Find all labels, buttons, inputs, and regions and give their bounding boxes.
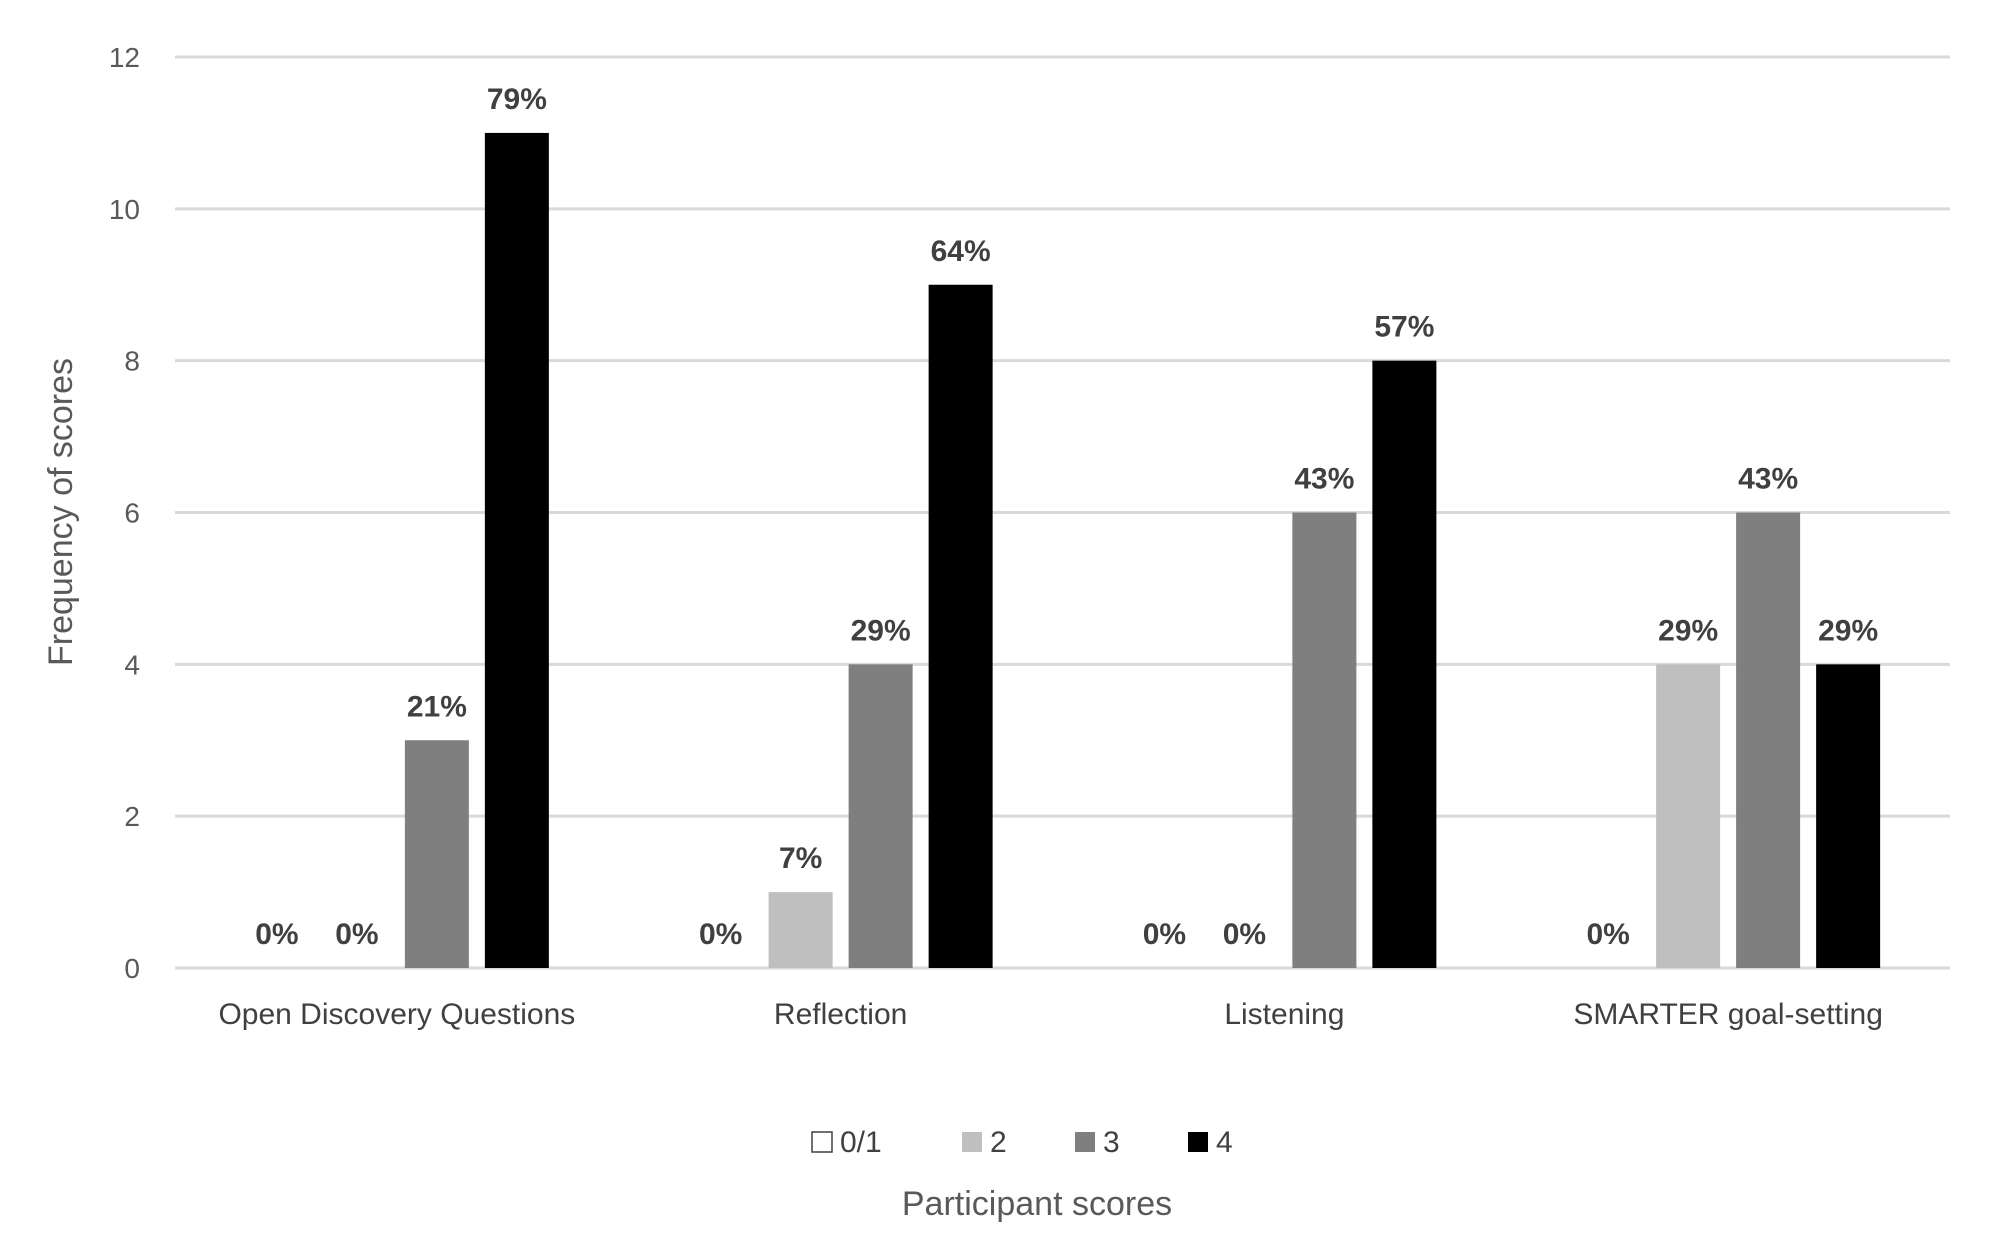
category-label: Open Discovery Questions: [218, 998, 575, 1031]
data-label: 29%: [851, 614, 911, 647]
y-tick-label: 2: [124, 801, 140, 832]
legend-label: 3: [1103, 1126, 1120, 1159]
y-tick-label: 12: [109, 42, 140, 73]
data-label: 0%: [1223, 918, 1266, 951]
data-label: 79%: [487, 83, 547, 116]
data-label: 0%: [699, 918, 742, 951]
data-labels: 0% 0% 21% 79% 0% 7% 29% 64% 0% 0% 43% 57% 0% 29% 43% 29…: [255, 83, 1878, 951]
legend-swatch: [811, 1131, 833, 1153]
category-label: Listening: [1224, 998, 1344, 1031]
legend-item-4: 4: [1188, 1126, 1233, 1159]
legend-label: 4: [1216, 1126, 1233, 1159]
bar-4-3: [1816, 664, 1881, 968]
x-axis-categories: Open Discovery Questions Reflection Listen…: [218, 998, 1882, 1031]
x-axis-title: Participant scores: [902, 1185, 1172, 1223]
y-axis-title: Frequency of scores: [42, 358, 80, 666]
bar-4-0: [484, 132, 549, 968]
data-label: 29%: [1818, 614, 1878, 647]
legend-swatch: [962, 1132, 982, 1152]
bar-4-1: [928, 284, 993, 968]
data-label: 21%: [407, 690, 467, 723]
legend-item-3: 3: [1075, 1126, 1120, 1159]
bar-2-1: [768, 892, 833, 968]
legend-item-0-1: 0/1: [811, 1126, 882, 1159]
bar-3-1: [848, 664, 913, 968]
data-label: 43%: [1294, 463, 1354, 496]
data-label: 57%: [1374, 311, 1434, 344]
legend-label: 2: [990, 1126, 1007, 1159]
y-tick-label: 10: [109, 194, 140, 225]
bars: [404, 132, 1881, 969]
y-tick-label: 0: [124, 953, 140, 984]
bar-2-3: [1656, 664, 1721, 968]
data-label: 0%: [335, 918, 378, 951]
y-axis-ticks: 0 2 4 6 8 10 12: [109, 42, 140, 984]
gridlines: [175, 55, 1950, 970]
legend: 0/1 2 3 4: [811, 1126, 1233, 1159]
bar-3-2: [1292, 512, 1357, 968]
bar-3-0: [404, 740, 469, 968]
data-label: 0%: [1143, 918, 1186, 951]
category-label: Reflection: [774, 998, 907, 1031]
y-tick-label: 4: [124, 649, 140, 680]
data-label: 29%: [1658, 614, 1718, 647]
legend-swatch: [1075, 1132, 1095, 1152]
legend-label: 0/1: [840, 1126, 882, 1159]
data-label: 0%: [255, 918, 298, 951]
bar-3-3: [1736, 512, 1801, 968]
data-label: 64%: [931, 235, 991, 268]
data-label: 0%: [1586, 918, 1629, 951]
y-tick-label: 6: [124, 498, 140, 529]
data-label: 7%: [779, 842, 822, 875]
category-label: SMARTER goal-setting: [1573, 998, 1883, 1031]
bar-4-2: [1372, 360, 1437, 969]
data-label: 43%: [1738, 463, 1798, 496]
legend-item-2: 2: [962, 1126, 1007, 1159]
y-tick-label: 8: [124, 346, 140, 377]
legend-swatch: [1188, 1132, 1208, 1152]
